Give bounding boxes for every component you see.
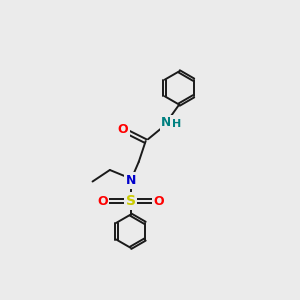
Text: O: O: [154, 195, 164, 208]
Text: N: N: [125, 174, 136, 187]
Text: O: O: [97, 195, 108, 208]
Text: H: H: [172, 118, 181, 128]
Text: S: S: [126, 194, 136, 208]
Text: O: O: [118, 123, 128, 136]
Text: N: N: [161, 116, 172, 129]
